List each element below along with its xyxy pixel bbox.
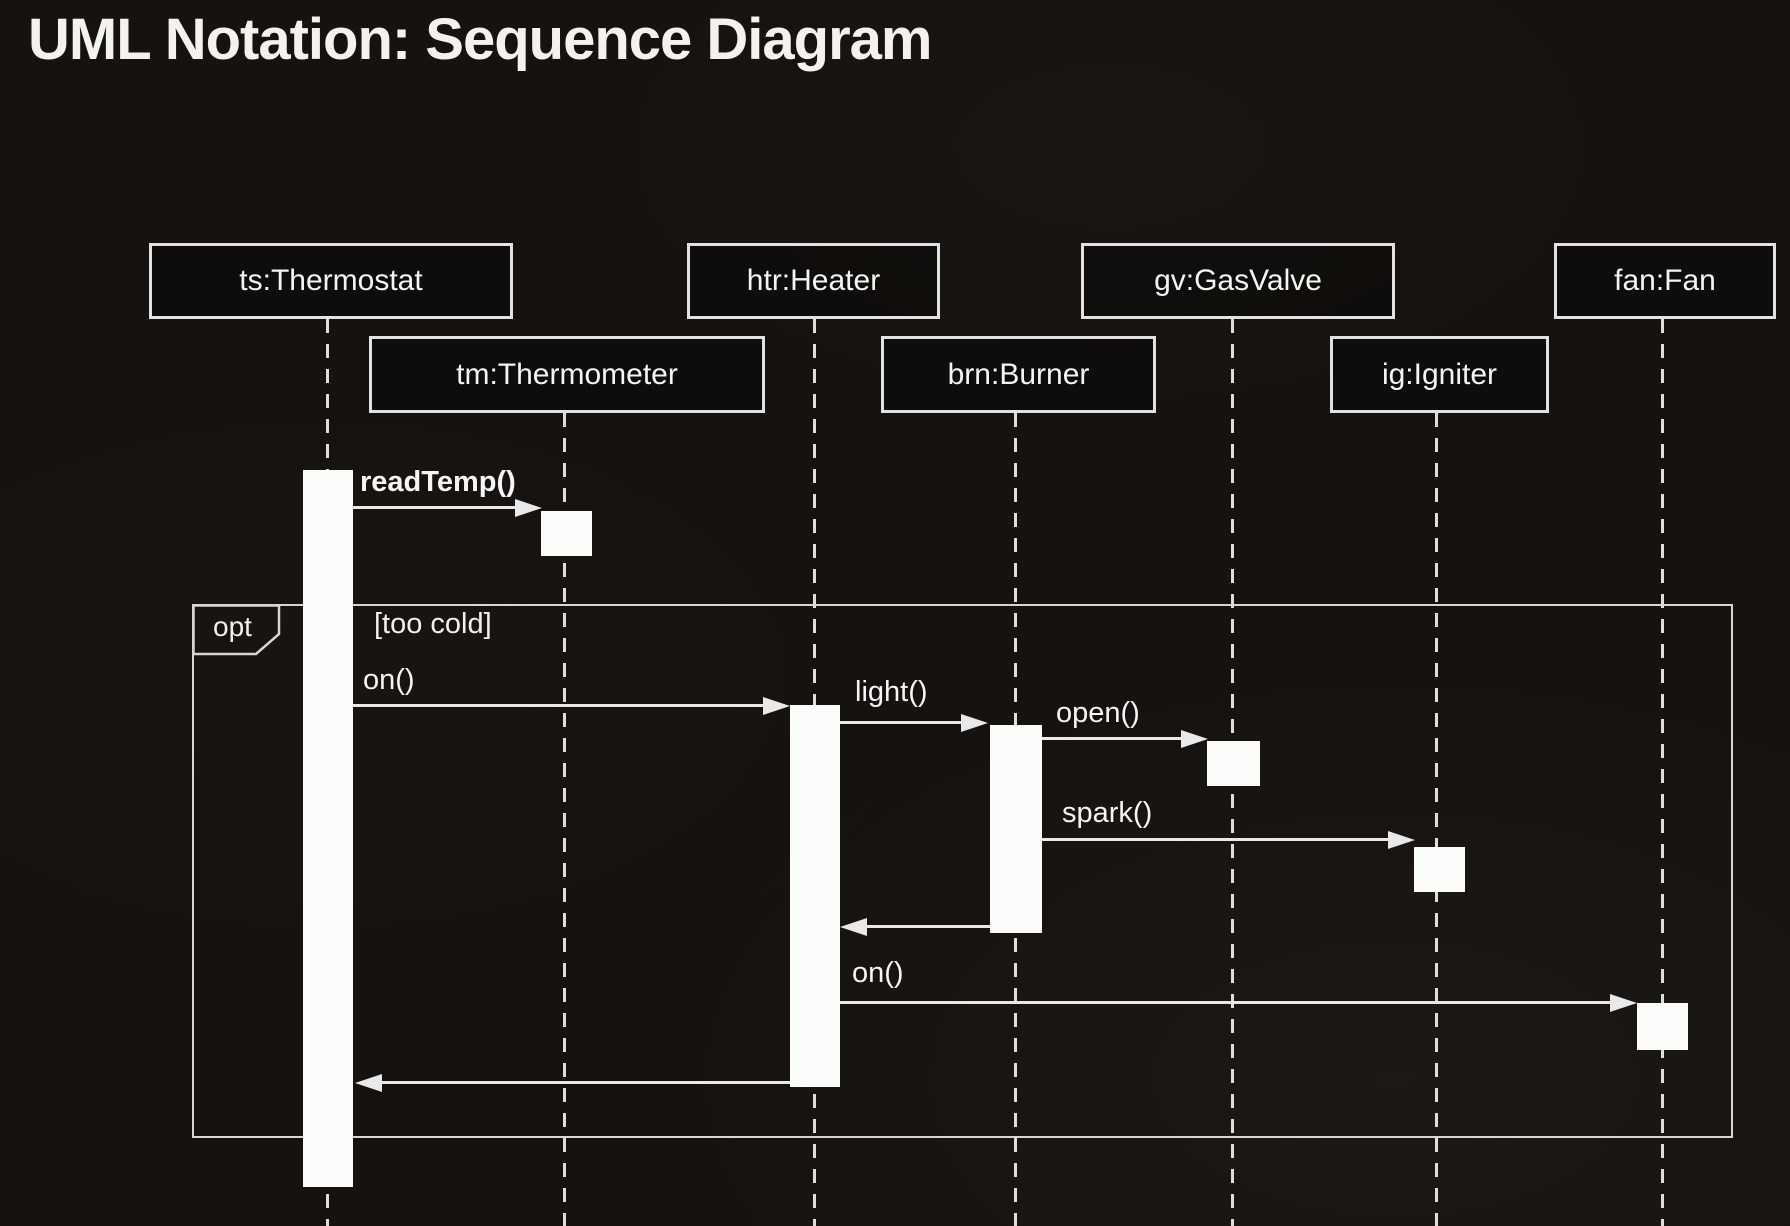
activation-gv: [1207, 741, 1260, 786]
lifeline-head-brn: brn:Burner: [881, 336, 1156, 413]
activation-brn: [990, 725, 1042, 933]
lifeline-head-tm: tm:Thermometer: [369, 336, 765, 413]
lifeline-head-ts: ts:Thermostat: [149, 243, 513, 319]
msg-readtemp-label: readTemp(): [360, 466, 516, 498]
msg-return-burner-arrowhead-icon: [840, 918, 867, 936]
lifeline-head-htr: htr:Heater: [687, 243, 940, 319]
lifeline-head-ig: ig:Igniter: [1330, 336, 1549, 413]
lifeline-head-gv: gv:GasValve: [1081, 243, 1395, 319]
page-title: UML Notation: Sequence Diagram: [28, 7, 932, 72]
opt-fragment-pentagon: [192, 604, 281, 656]
msg-open-line: [1042, 737, 1183, 740]
lifeline-label-tm: tm:Thermometer: [456, 357, 678, 391]
activation-ts: [303, 470, 353, 1187]
lifeline-label-gv: gv:GasValve: [1154, 264, 1322, 297]
guard-label: [too cold]: [374, 608, 492, 640]
opt-operator-label: opt: [213, 611, 252, 642]
msg-spark-label: spark(): [1062, 797, 1153, 829]
lifeline-head-fan: fan:Fan: [1554, 243, 1776, 319]
msg-return-heater-arrowhead-icon: [355, 1074, 382, 1092]
lifeline-label-brn: brn:Burner: [947, 357, 1090, 391]
msg-on-heater-arrowhead-icon: [763, 697, 790, 715]
lifeline-label-ts: ts:Thermostat: [239, 264, 423, 297]
activation-fan: [1637, 1003, 1688, 1050]
lifeline-label-fan: fan:Fan: [1614, 264, 1716, 297]
lifeline-label-ig: ig:Igniter: [1381, 357, 1498, 391]
msg-open-arrowhead-icon: [1181, 730, 1208, 748]
msg-return-heater-line: [379, 1081, 790, 1084]
activation-htr: [790, 705, 840, 1087]
msg-readtemp-arrowhead-icon: [515, 499, 542, 517]
msg-on-fan-label: on(): [852, 957, 904, 989]
msg-light-line: [840, 721, 964, 724]
msg-light-label: light(): [855, 676, 928, 708]
msg-spark-arrowhead-icon: [1388, 831, 1415, 849]
msg-light-arrowhead-icon: [961, 714, 988, 732]
msg-open-label: open(): [1056, 697, 1140, 729]
msg-readtemp-line: [353, 506, 516, 509]
lifeline-fan: [1661, 319, 1664, 1226]
msg-on-heater-line: [353, 704, 765, 707]
msg-on-heater-label: on(): [363, 664, 415, 696]
msg-spark-line: [1042, 838, 1390, 841]
msg-on-fan-line: [840, 1001, 1612, 1004]
lifeline-label-htr: htr:Heater: [746, 264, 881, 297]
lifeline-ig: [1435, 413, 1438, 1226]
activation-tm: [541, 511, 592, 556]
msg-on-fan-arrowhead-icon: [1610, 994, 1637, 1012]
opt-fragment-frame: [192, 604, 1733, 1138]
activation-ig: [1414, 847, 1465, 892]
lifeline-tm: [563, 413, 566, 1226]
msg-return-burner-line: [864, 925, 990, 928]
